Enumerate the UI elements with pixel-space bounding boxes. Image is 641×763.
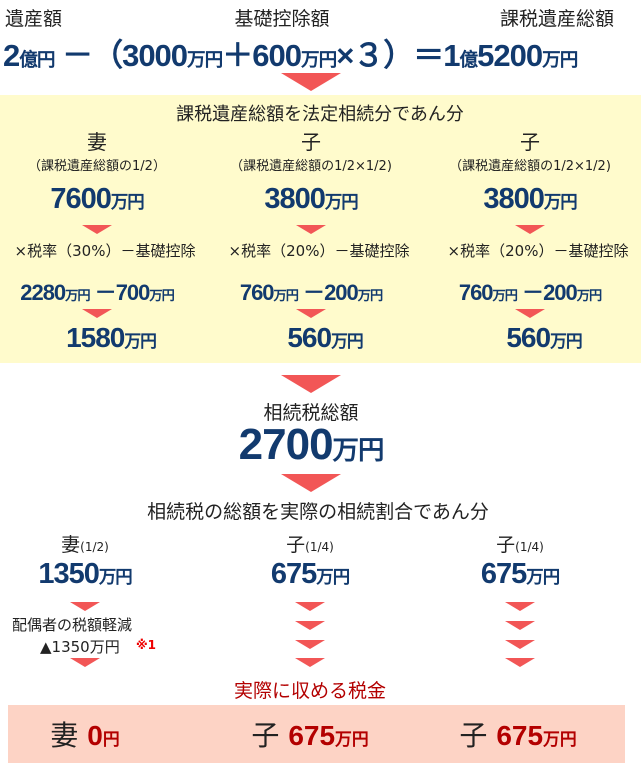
down-arrow-icon [295, 640, 325, 649]
statutory-tax: 560万円 [287, 322, 363, 353]
down-arrow-icon [296, 225, 326, 234]
statutory-tax: 1580万円 [66, 322, 157, 353]
down-arrow-icon [70, 602, 100, 611]
footnote-mark: ※1 [136, 638, 157, 652]
final-tax-panel [8, 705, 625, 763]
down-arrow-icon [515, 225, 545, 234]
final-title: 実際に収める税金 [233, 680, 387, 702]
heir-share: 子(1/4) [496, 534, 544, 556]
down-arrow-icon [281, 375, 341, 393]
share-note: （課税遺産総額の1/2） [28, 159, 166, 174]
down-arrow-icon [515, 309, 545, 318]
statutory-tax: 560万円 [506, 322, 582, 353]
down-arrow-icon [295, 621, 325, 630]
down-arrow-icon [281, 73, 341, 91]
actual-title: 相続税の総額を実際の相続割合であん分 [147, 501, 489, 523]
down-arrow-icon [296, 309, 326, 318]
share-note: （課税遺産総額の1/2×1/2) [449, 159, 611, 174]
share-note: （課税遺産総額の1/2×1/2) [230, 159, 392, 174]
heir-label: 子 [520, 130, 540, 154]
down-arrow-icon [505, 658, 535, 667]
heir-share: 妻(1/2) [61, 534, 109, 556]
heir-label: 子 [301, 130, 321, 154]
heir-label: 妻 [87, 130, 107, 154]
label-taxable: 課税遺産総額 [500, 8, 615, 30]
down-arrow-icon [70, 658, 100, 667]
formula: 2億円 －（3000万円＋600万円×３）＝1億5200万円 [3, 38, 578, 73]
down-arrow-icon [505, 602, 535, 611]
statutory-title: 課税遺産総額を法定相続分であん分 [176, 104, 464, 125]
final-tax-item: 妻 0円 [50, 719, 120, 752]
statutory-amount: 7600万円 [50, 183, 144, 215]
actual-amount: 675万円 [480, 558, 560, 590]
down-arrow-icon [82, 225, 112, 234]
down-arrow-icon [505, 640, 535, 649]
actual-amount: 1350万円 [38, 558, 132, 590]
spouse-relief-label: 配偶者の税額軽減 [12, 616, 133, 634]
tax-calc: 760万円 －200万円 [458, 280, 602, 305]
spouse-relief-amount: ▲1350万円 [40, 638, 120, 656]
total-label: 相続税総額 [263, 402, 359, 424]
tax-calc: 2280万円 －700万円 [20, 280, 175, 305]
down-arrow-icon [82, 309, 112, 318]
tax-rate-formula: ×税率（20%）－基礎控除 [228, 242, 410, 260]
heir-share: 子(1/4) [286, 534, 334, 556]
statutory-amount: 3800万円 [483, 183, 577, 215]
down-arrow-icon [295, 602, 325, 611]
final-tax-item: 子 675万円 [459, 719, 577, 752]
actual-amount: 675万円 [270, 558, 350, 590]
tax-rate-formula: ×税率（30%）－基礎控除 [14, 242, 196, 260]
statutory-amount: 3800万円 [264, 183, 358, 215]
tax-calc: 760万円 －200万円 [239, 280, 383, 305]
label-deduction: 基礎控除額 [234, 8, 330, 30]
down-arrow-icon [281, 474, 341, 492]
down-arrow-icon [295, 658, 325, 667]
tax-rate-formula: ×税率（20%）－基礎控除 [447, 242, 629, 260]
down-arrow-icon [505, 621, 535, 630]
total-amount: 2700万円 [238, 420, 385, 469]
label-estate: 遺産額 [5, 8, 63, 30]
final-tax-item: 子 675万円 [251, 719, 369, 752]
